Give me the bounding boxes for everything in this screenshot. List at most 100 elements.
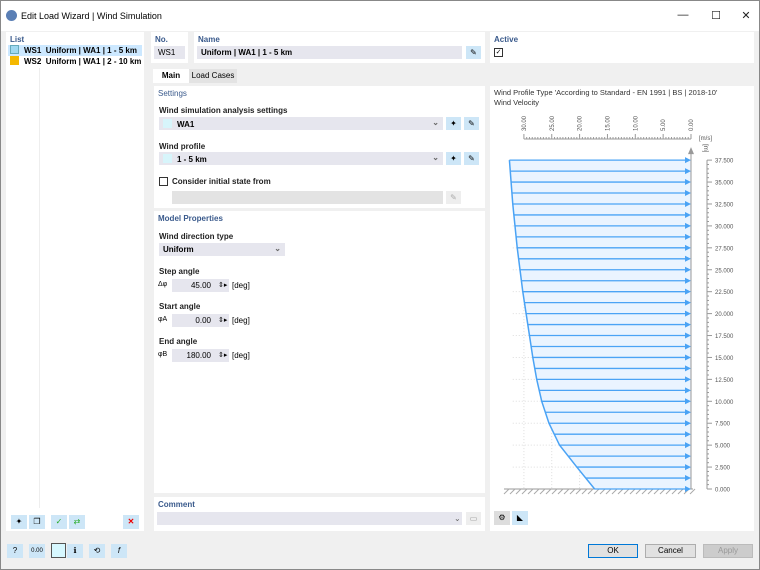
minimize-button[interactable]: —	[677, 9, 689, 21]
v-tick-label: 0.00	[689, 119, 695, 131]
spinner-icon[interactable]: ⇕▸	[218, 317, 228, 324]
ground-hatch	[569, 488, 576, 495]
formula-icon[interactable]: f	[111, 544, 127, 558]
v-tick-label: 30.00	[522, 115, 528, 131]
apply-button[interactable]: Apply	[703, 544, 753, 558]
item-label: Uniform | WA1 | 2 - 10 km	[45, 57, 142, 66]
spinner-icon[interactable]: ⇕▸	[218, 282, 228, 289]
ground-hatch	[527, 488, 534, 495]
new-item-icon[interactable]: ✦	[11, 515, 27, 529]
list-item[interactable]: WS2 Uniform | WA1 | 2 - 10 km	[8, 56, 142, 67]
start-angle-unit: [deg]	[232, 316, 250, 325]
check-all-icon[interactable]: ✓	[51, 515, 67, 529]
edit-name-icon[interactable]: ✎	[466, 46, 481, 59]
step-angle-input[interactable]: 45.00	[172, 279, 229, 292]
no-label: No.	[155, 35, 168, 44]
ground-hatch	[629, 488, 636, 495]
arrow-head	[685, 244, 691, 251]
v-tick-label: 5.00	[661, 119, 667, 131]
z-tick-label: 22.500	[715, 290, 734, 296]
direction-select[interactable]: Uniform ⌄	[159, 243, 285, 256]
chevron-down-icon: ⌄	[432, 153, 439, 162]
edit-initial-state-icon: ✎	[446, 191, 461, 204]
arrow-head	[685, 332, 691, 339]
z-axis-arrow	[688, 147, 694, 155]
ground-hatch	[575, 488, 582, 495]
ok-button[interactable]: OK	[588, 544, 638, 558]
chevron-down-icon: ⌄	[274, 244, 281, 253]
chart-subtitle: Wind Velocity	[494, 98, 540, 107]
color-swatch	[10, 45, 19, 54]
z-tick-label: 5.000	[715, 444, 731, 450]
new-analysis-icon[interactable]: ✦	[446, 117, 461, 130]
arrow-head	[685, 299, 691, 306]
ground-hatch	[599, 488, 606, 495]
start-angle-label: Start angle	[159, 302, 201, 311]
tab-load-cases[interactable]: Load Cases	[189, 69, 237, 83]
arrow-head	[685, 376, 691, 383]
display-options-icon[interactable]: ⚙	[494, 511, 510, 525]
end-angle-input[interactable]: 180.00	[172, 349, 229, 362]
comment-library-icon[interactable]: ▭	[466, 512, 481, 525]
arrow-head	[685, 211, 691, 218]
arrow-head	[685, 409, 691, 416]
copy-item-icon[interactable]: ❐	[29, 515, 45, 529]
edit-analysis-icon[interactable]: ✎	[464, 117, 479, 130]
arrow-head	[685, 190, 691, 197]
ground-hatch	[521, 488, 528, 495]
comment-input[interactable]	[157, 512, 462, 525]
start-angle-symbol: φA	[158, 316, 168, 323]
arrow-head	[685, 157, 691, 164]
initial-state-checkbox[interactable]	[159, 177, 168, 186]
initial-state-select	[172, 191, 443, 204]
model-header: Model Properties	[158, 214, 223, 223]
ground-hatch	[623, 488, 630, 495]
maximize-button[interactable]: ☐	[711, 10, 721, 22]
arrow-head	[685, 398, 691, 405]
list-item[interactable]: WS1 Uniform | WA1 | 1 - 5 km	[8, 45, 142, 56]
z-axis-label: [m]	[702, 144, 708, 153]
ground-hatch	[545, 488, 552, 495]
check-renumber-icon[interactable]: ⇄	[69, 515, 85, 529]
help-icon[interactable]: ?	[7, 544, 23, 558]
spinner-icon[interactable]: ⇕▸	[218, 352, 228, 359]
chevron-down-icon[interactable]: ⌄	[454, 514, 461, 523]
color-icon[interactable]	[51, 543, 66, 558]
arrow-head	[685, 288, 691, 295]
close-button[interactable]: ✕	[741, 10, 751, 22]
units-icon[interactable]: 0.00	[29, 544, 45, 558]
list-panel: List WS1 Uniform | WA1 | 1 - 5 km WS2 Un…	[6, 32, 144, 531]
start-angle-input[interactable]: 0.00	[172, 314, 229, 327]
ground-hatch	[617, 488, 624, 495]
name-field[interactable]: Uniform | WA1 | 1 - 5 km	[197, 46, 462, 59]
arrow-head	[685, 365, 691, 372]
cancel-button[interactable]: Cancel	[645, 544, 696, 558]
step-angle-unit: [deg]	[232, 281, 250, 290]
analysis-select[interactable]: WA1 ⌄	[159, 117, 443, 130]
profile-select[interactable]: 1 - 5 km ⌄	[159, 152, 443, 165]
delete-icon[interactable]: ✕	[123, 515, 139, 529]
end-angle-label: End angle	[159, 337, 198, 346]
chart-title: Wind Profile Type 'According to Standard…	[494, 88, 718, 97]
ground-hatch	[689, 488, 696, 495]
no-panel: No. WS1	[151, 32, 188, 63]
step-angle-label: Step angle	[159, 267, 200, 276]
analysis-label: Wind simulation analysis settings	[159, 106, 288, 115]
active-panel: Active ✓	[490, 32, 754, 63]
arrow-head	[685, 431, 691, 438]
profile-view-icon[interactable]: ◣	[512, 511, 528, 525]
arrow-head	[685, 310, 691, 317]
ground-hatch	[539, 488, 546, 495]
no-field[interactable]: WS1	[154, 46, 185, 59]
info-icon[interactable]: ℹ	[67, 544, 83, 558]
new-profile-icon[interactable]: ✦	[446, 152, 461, 165]
view-icon[interactable]: ⟲	[89, 544, 105, 558]
z-tick-label: 32.500	[715, 202, 734, 208]
active-checkbox[interactable]: ✓	[494, 48, 503, 57]
arrow-head	[685, 266, 691, 273]
tab-main[interactable]: Main	[153, 69, 189, 83]
z-tick-label: 35.000	[715, 181, 734, 187]
edit-profile-icon[interactable]: ✎	[464, 152, 479, 165]
ground-hatch	[515, 488, 522, 495]
ground-hatch	[551, 488, 558, 495]
